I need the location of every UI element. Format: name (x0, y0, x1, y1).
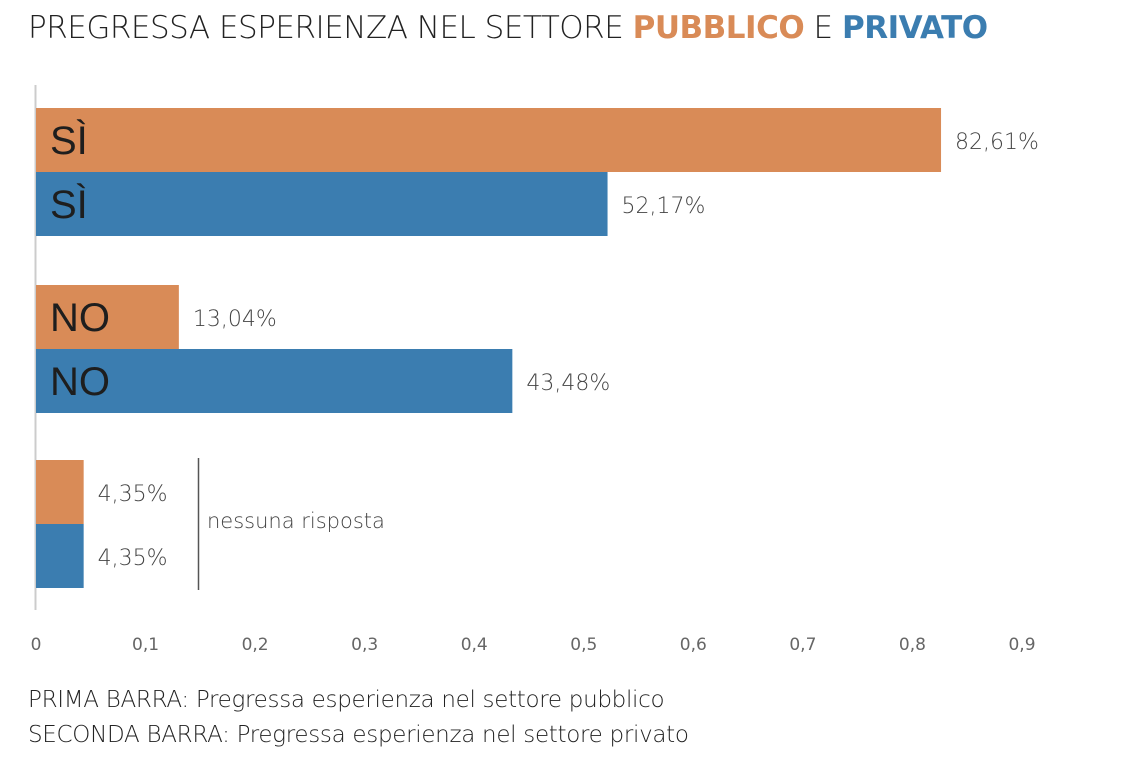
bar (36, 108, 942, 172)
bar (36, 349, 513, 413)
x-tick-label: 0,3 (351, 635, 378, 655)
x-tick-label: 0,6 (680, 635, 707, 655)
data-label: 4,35% (98, 482, 168, 507)
chart-title: PREGRESSA ESPERIENZA NEL SETTORE PUBBLIC… (28, 10, 988, 46)
x-tick-label: 0 (31, 635, 42, 655)
data-label: 52,17% (622, 194, 706, 219)
title-joiner: E (804, 10, 842, 46)
bar-category-label: NO (50, 360, 110, 404)
bar-category-label: SÌ (50, 118, 88, 163)
bar-chart: SÌ 82,61% SÌ 52,17% NO 13,04% NO 43,48% 4,35% 4,3… (31, 85, 1039, 655)
data-label: 13,04% (193, 307, 277, 332)
bar (36, 285, 179, 349)
note-second-bar: SECONDA BARRA: Pregressa esperienza nel … (28, 722, 689, 748)
data-label: 43,48% (526, 371, 610, 396)
x-tick-label: 0,7 (789, 635, 816, 655)
bar (36, 172, 608, 236)
data-label: 4,35% (98, 546, 168, 571)
x-tick-label: 0,4 (461, 635, 488, 655)
title-prefix: PREGRESSA ESPERIENZA NEL SETTORE (28, 10, 633, 46)
x-tick-label: 0,9 (1008, 635, 1035, 655)
x-tick-label: 0,1 (132, 635, 159, 655)
bar-category-label: SÌ (50, 182, 88, 227)
note-first-bar: PRIMA BARRA: Pregressa esperienza nel se… (28, 687, 665, 713)
title-pubblico: PUBBLICO (632, 10, 805, 46)
title-privato: PRIVATO (841, 10, 988, 46)
bar-category-label: NO (50, 296, 110, 340)
x-tick-label: 0,2 (242, 635, 269, 655)
bar (36, 460, 84, 524)
x-tick-label: 0,8 (899, 635, 926, 655)
x-tick-label: 0,5 (570, 635, 597, 655)
data-label: 82,61% (955, 130, 1039, 155)
bar (36, 524, 84, 588)
annotation-label: nessuna risposta (207, 509, 385, 533)
